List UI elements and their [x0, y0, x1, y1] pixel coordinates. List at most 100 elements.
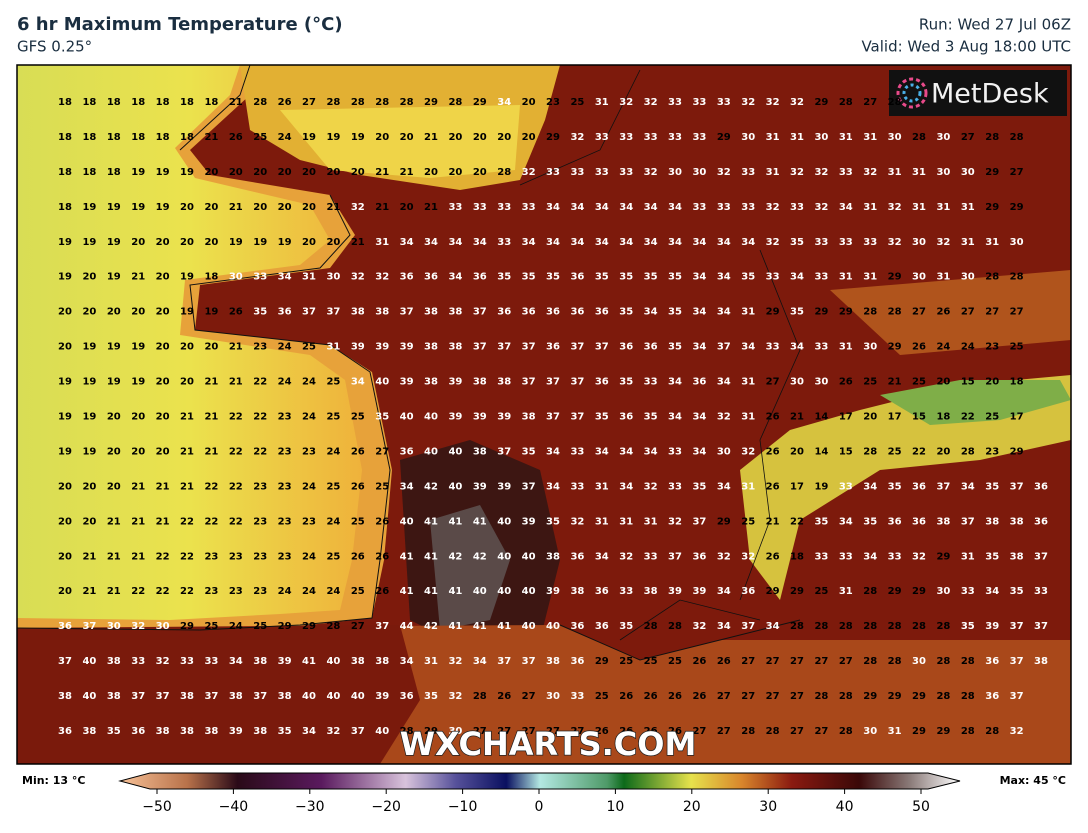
temperature-value: 33	[1034, 586, 1048, 597]
temperature-value: 37	[400, 307, 414, 318]
temperature-value: 37	[473, 342, 487, 353]
temperature-value: 20	[82, 481, 96, 492]
temperature-value: 25	[814, 586, 828, 597]
temperature-value: 28	[766, 726, 780, 737]
temperature-value: 33	[814, 551, 828, 562]
colorbar-tick-label: −10	[448, 799, 478, 815]
temperature-value: 21	[790, 412, 804, 423]
temperature-value: 19	[82, 377, 96, 388]
temperature-value: 30	[156, 621, 170, 632]
temperature-value: 41	[424, 551, 438, 562]
temperature-value: 30	[448, 726, 462, 737]
temperature-value: 30	[668, 167, 682, 178]
temperature-value: 32	[766, 237, 780, 248]
temperature-value: 20	[180, 342, 194, 353]
temperature-value: 30	[936, 132, 950, 143]
temperature-value: 27	[717, 726, 731, 737]
temperature-value: 20	[58, 551, 72, 562]
temperature-value: 31	[302, 272, 316, 283]
temperature-value: 35	[888, 481, 902, 492]
temperature-value: 26	[351, 481, 365, 492]
temperature-value: 28	[839, 726, 853, 737]
temperature-value: 27	[570, 726, 584, 737]
temperature-value: 30	[912, 272, 926, 283]
temperature-value: 36	[58, 726, 72, 737]
temperature-value: 36	[522, 307, 536, 318]
temperature-value: 34	[424, 237, 438, 248]
temperature-value: 40	[546, 621, 560, 632]
temperature-value: 33	[692, 132, 706, 143]
temperature-value: 33	[766, 272, 780, 283]
temperature-value: 30	[717, 446, 731, 457]
temperature-value: 38	[278, 691, 292, 702]
temperature-value: 20	[204, 202, 218, 213]
temperature-value: 20	[278, 167, 292, 178]
temperature-value: 19	[107, 377, 121, 388]
temperature-value: 28	[888, 621, 902, 632]
temperature-value: 32	[131, 621, 145, 632]
temperature-value: 18	[58, 132, 72, 143]
temperature-value: 32	[741, 551, 755, 562]
temperature-value: 27	[766, 691, 780, 702]
temperature-value: 32	[448, 691, 462, 702]
temperature-value: 35	[522, 446, 536, 457]
temperature-value: 39	[668, 586, 682, 597]
temperature-value: 28	[888, 97, 902, 108]
temperature-value: 32	[790, 167, 804, 178]
temperature-value: 31	[936, 202, 950, 213]
temperature-value: 31	[595, 516, 609, 527]
temperature-value: 32	[619, 97, 633, 108]
temperature-value: 37	[522, 481, 536, 492]
temperature-value: 35	[814, 516, 828, 527]
temperature-value: 33	[204, 656, 218, 667]
temperature-value: 20	[302, 202, 316, 213]
temperature-value: 20	[131, 446, 145, 457]
temperature-value: 19	[107, 202, 121, 213]
temperature-value: 35	[497, 272, 511, 283]
colorbar-tick-label: −50	[142, 799, 172, 815]
temperature-value: 25	[668, 656, 682, 667]
temperature-value: 33	[180, 656, 194, 667]
temperature-value: 37	[351, 726, 365, 737]
temperature-value: 24	[278, 586, 292, 597]
temperature-value: 32	[766, 202, 780, 213]
temperature-value: 38	[1010, 551, 1024, 562]
temperature-value: 30	[790, 377, 804, 388]
temperature-value: 19	[131, 342, 145, 353]
temperature-value: 20	[204, 237, 218, 248]
temperature-value: 39	[375, 691, 389, 702]
temperature-value: 21	[131, 516, 145, 527]
temperature-value: 20	[156, 272, 170, 283]
temperature-value: 28	[839, 97, 853, 108]
temperature-value: 36	[546, 342, 560, 353]
temperature-value: 40	[375, 377, 389, 388]
temperature-value: 20	[156, 412, 170, 423]
temperature-value: 19	[58, 272, 72, 283]
temperature-value: 20	[107, 446, 121, 457]
temperature-value: 34	[595, 551, 609, 562]
temperature-value: 20	[156, 307, 170, 318]
temperature-value: 20	[107, 307, 121, 318]
temperature-value: 18	[180, 132, 194, 143]
temperature-value: 37	[253, 691, 267, 702]
temperature-value: 32	[1010, 726, 1024, 737]
temperature-value: 37	[1034, 621, 1048, 632]
temperature-value: 37	[1010, 656, 1024, 667]
temperature-value: 27	[961, 132, 975, 143]
temperature-value: 35	[619, 621, 633, 632]
temperature-value: 26	[619, 691, 633, 702]
temperature-value: 34	[546, 237, 560, 248]
temperature-value: 25	[375, 481, 389, 492]
temperature-value: 18	[82, 132, 96, 143]
temperature-value: 39	[692, 586, 706, 597]
temperature-value: 32	[448, 656, 462, 667]
temperature-value: 20	[180, 202, 194, 213]
temperature-value: 20	[58, 342, 72, 353]
colorbar-tick-label: 20	[683, 799, 701, 815]
temperature-value: 33	[839, 167, 853, 178]
temperature-value: 31	[863, 202, 877, 213]
temperature-value: 41	[473, 516, 487, 527]
temperature-value: 38	[424, 342, 438, 353]
temperature-value: 38	[253, 726, 267, 737]
temperature-value: 30	[814, 377, 828, 388]
